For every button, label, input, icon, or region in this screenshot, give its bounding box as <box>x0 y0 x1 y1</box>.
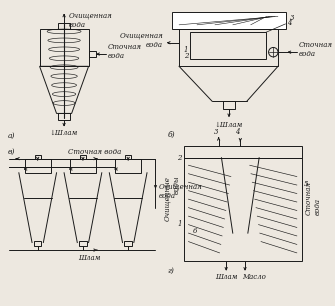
Text: 1: 1 <box>177 220 182 228</box>
Text: 2: 2 <box>184 52 189 60</box>
Text: 3: 3 <box>213 128 218 136</box>
Bar <box>115 159 141 173</box>
Text: Шлам: Шлам <box>215 273 238 281</box>
Bar <box>179 28 278 66</box>
Text: Сточная
вода: Сточная вода <box>299 41 333 58</box>
Bar <box>173 12 285 28</box>
Bar <box>80 155 86 159</box>
Text: г): г) <box>168 267 175 275</box>
Text: Очищенная
вода: Очищенная вода <box>158 183 202 200</box>
Bar <box>184 158 302 261</box>
Bar <box>184 146 302 158</box>
Text: ↓Шлам: ↓Шлам <box>50 129 78 136</box>
Text: 6: 6 <box>193 227 197 235</box>
Bar <box>190 32 266 59</box>
Text: a): a) <box>8 132 15 140</box>
Text: 4: 4 <box>235 128 240 136</box>
Bar <box>58 23 70 28</box>
Text: 4: 4 <box>287 19 292 27</box>
Text: в): в) <box>8 148 15 156</box>
Text: Очищенная
вода: Очищенная вода <box>119 31 163 49</box>
Text: Сточная
вода: Сточная вода <box>108 43 141 60</box>
Bar <box>70 159 96 173</box>
Bar <box>24 159 51 173</box>
Text: 1: 1 <box>184 46 189 54</box>
Bar <box>88 51 96 57</box>
Text: Очищенные
воды: Очищенные воды <box>164 176 181 221</box>
Bar <box>124 241 132 246</box>
Bar <box>125 155 131 159</box>
Bar <box>58 114 70 120</box>
Text: б): б) <box>168 130 175 138</box>
Text: Очищенная
вода: Очищенная вода <box>69 12 113 29</box>
Bar <box>34 241 42 246</box>
Bar <box>40 28 88 66</box>
Bar <box>223 101 234 109</box>
Text: 2: 2 <box>177 154 182 162</box>
Text: 3: 3 <box>290 14 295 22</box>
Text: Сточная
вода: Сточная вода <box>305 181 322 215</box>
Bar <box>35 155 41 159</box>
Text: ↓Шлам: ↓Шлам <box>215 121 243 129</box>
Text: 5: 5 <box>304 180 308 188</box>
Text: Шлам: Шлам <box>78 254 101 262</box>
Text: Сточная вода: Сточная вода <box>68 148 121 156</box>
Text: Масло: Масло <box>243 273 266 281</box>
Bar <box>79 241 87 246</box>
